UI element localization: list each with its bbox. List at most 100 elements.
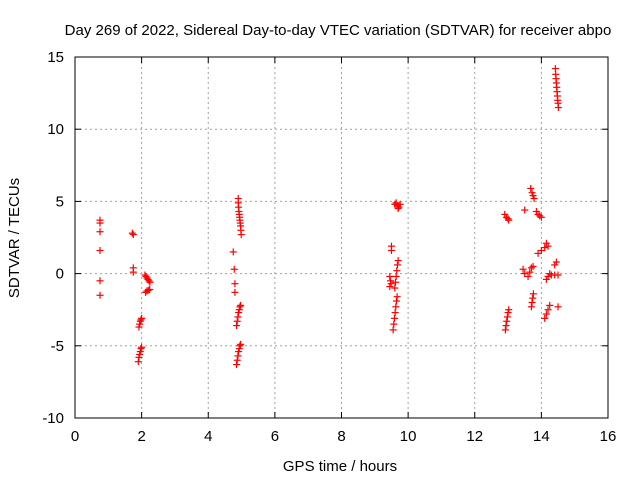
y-tick-label: 10 [47, 121, 64, 138]
data-point-marker [546, 301, 554, 309]
data-point-marker [505, 216, 513, 224]
data-point-marker [146, 285, 154, 293]
data-point-marker [544, 242, 552, 250]
data-point-marker [234, 352, 242, 360]
data-point-marker [237, 340, 245, 348]
data-point-marker [503, 313, 511, 321]
data-point-marker [542, 310, 550, 318]
data-point-marker [233, 361, 241, 369]
data-point-marker [144, 286, 152, 294]
y-tick-label: -10 [42, 410, 64, 427]
y-axis-label: SDTVAR / TECUs [6, 178, 23, 298]
data-point-marker [391, 309, 399, 317]
data-point-marker [233, 322, 241, 330]
data-point-marker [394, 257, 402, 265]
data-point-marker [96, 246, 104, 254]
data-point-marker [389, 326, 397, 334]
grid [75, 57, 608, 418]
data-point-marker [96, 228, 104, 236]
x-tick-label: 12 [466, 428, 483, 445]
chart-title: Day 269 of 2022, Sidereal Day-to-day VTE… [65, 22, 612, 39]
data-point-marker [502, 322, 510, 330]
y-tick-label: -5 [51, 338, 64, 355]
data-point-marker [96, 291, 104, 299]
data-point-marker [521, 206, 529, 214]
x-tick-label: 14 [533, 428, 550, 445]
data-point-marker [394, 205, 402, 213]
data-point-marker [390, 320, 398, 328]
data-point-marker [541, 244, 549, 252]
data-point-marker [134, 358, 142, 366]
data-point-marker [234, 313, 242, 321]
data-point-marker [138, 314, 146, 322]
data-point-marker [237, 301, 245, 309]
data-point-marker [237, 231, 245, 239]
data-point-marker [503, 317, 511, 325]
data-point-marker [527, 184, 535, 192]
data-point-marker [387, 242, 395, 250]
data-point-marker [529, 294, 537, 302]
data-point-marker [392, 272, 400, 280]
x-axis-label: GPS time / hours [283, 458, 397, 475]
y-tick-label: 5 [56, 193, 64, 210]
data-point-marker [392, 297, 400, 305]
data-point-marker [236, 342, 244, 350]
data-point-marker [146, 278, 154, 286]
data-point-marker [519, 265, 527, 273]
x-tick-label: 16 [600, 428, 617, 445]
data-point-marker [392, 303, 400, 311]
data-point-marker [536, 212, 544, 220]
data-point-marker [138, 343, 146, 351]
data-point-marker [129, 268, 137, 276]
data-point-marker [529, 290, 537, 298]
data-point-marker [233, 356, 241, 364]
data-point-marker [527, 303, 535, 311]
x-tick-label: 6 [271, 428, 279, 445]
data-point-marker [393, 267, 401, 275]
axis-ticks: 0 2 4 6 8 10 12 14 16 -10 -5 0 5 10 15 [42, 49, 616, 445]
data-point-marker [393, 293, 401, 301]
data-point-marker [96, 277, 104, 285]
data-point-marker [137, 345, 145, 353]
data-point-marker [236, 303, 244, 311]
data-point-marker [526, 268, 534, 276]
data-point-marker [128, 229, 136, 237]
data-point-marker [96, 219, 104, 227]
data-point-marker [129, 231, 137, 239]
data-point-marker [386, 283, 394, 291]
data-point-marker [396, 200, 404, 208]
data-point-marker [524, 272, 532, 280]
data-point-marker [529, 262, 537, 270]
x-tick-label: 2 [137, 428, 145, 445]
data-point-marker [230, 265, 238, 273]
data-point-marker [552, 258, 560, 266]
data-point-marker [504, 215, 512, 223]
data-point-marker [528, 298, 536, 306]
y-tick-label: 15 [47, 49, 64, 66]
x-tick-label: 10 [400, 428, 417, 445]
data-points [96, 65, 562, 369]
data-point-marker [554, 303, 562, 311]
x-tick-label: 8 [337, 428, 345, 445]
data-point-marker [137, 316, 145, 324]
data-point-marker [391, 284, 399, 292]
data-point-marker [546, 270, 554, 278]
data-point-marker [233, 317, 241, 325]
data-point-marker [530, 195, 538, 203]
data-point-marker [554, 271, 562, 279]
data-point-marker [231, 288, 239, 296]
data-point-marker [229, 248, 237, 256]
data-point-marker [391, 278, 399, 286]
data-point-marker [393, 261, 401, 269]
data-point-marker [541, 314, 549, 322]
data-point-marker [231, 280, 239, 288]
data-point-marker [390, 314, 398, 322]
y-tick-label: 0 [56, 266, 64, 283]
data-point-marker [501, 326, 509, 334]
x-tick-label: 0 [71, 428, 79, 445]
x-tick-label: 4 [204, 428, 212, 445]
data-point-marker [537, 213, 545, 221]
data-point-marker [145, 277, 153, 285]
data-point-marker [554, 104, 562, 112]
